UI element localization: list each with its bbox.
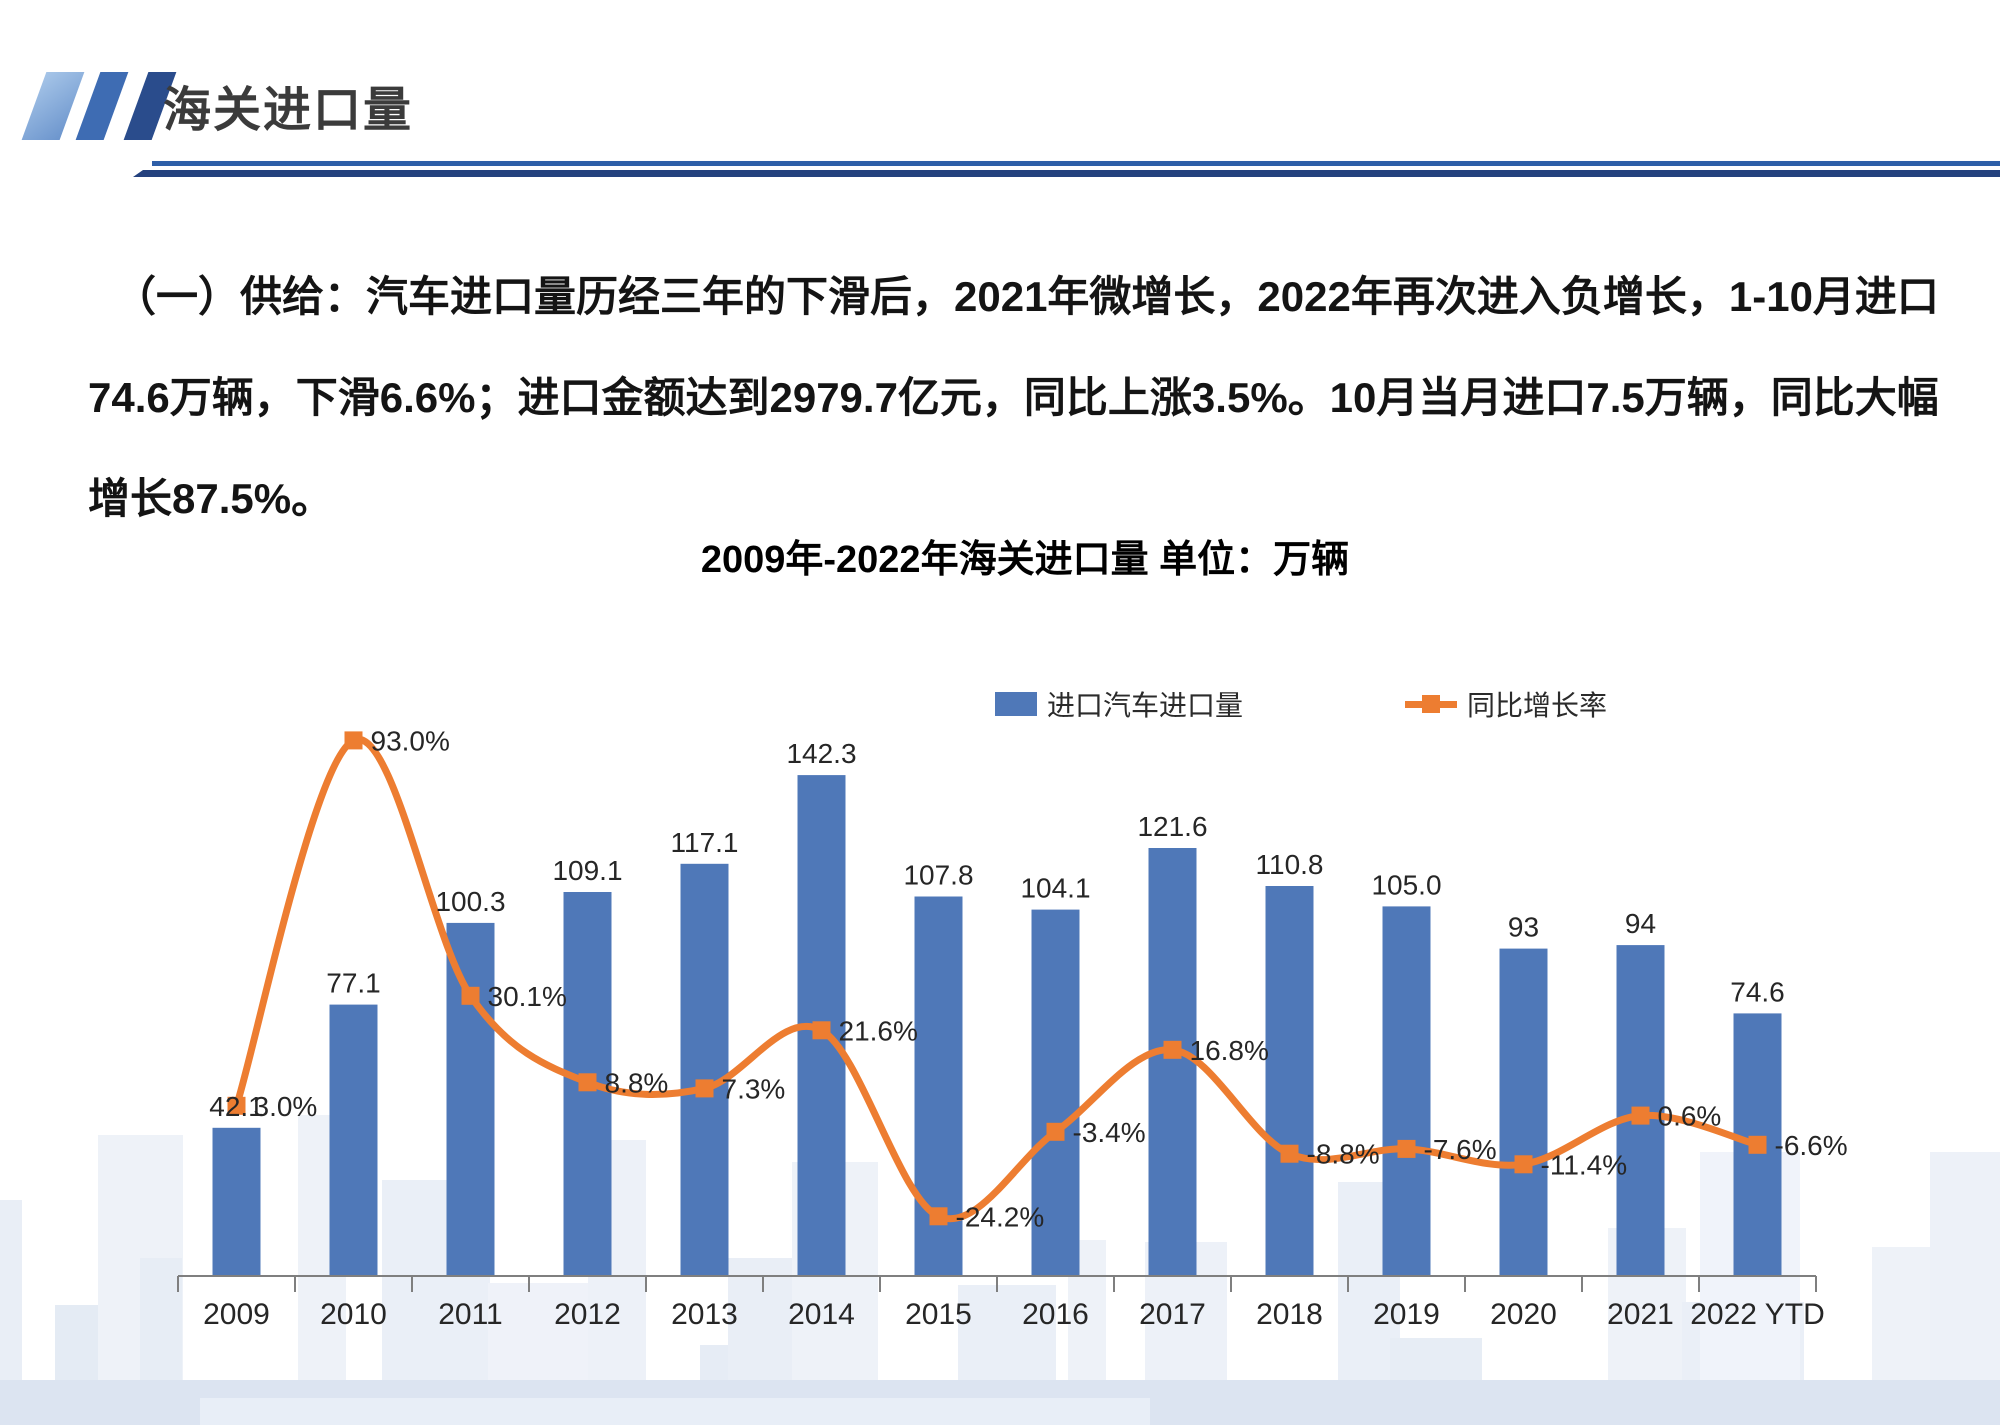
growth-label-2014: 21.6% <box>839 1015 918 1046</box>
skyline-block <box>1930 1152 2000 1425</box>
x-label-2020: 2020 <box>1490 1298 1557 1331</box>
legend-label: 进口汽车进口量 <box>1047 690 1244 721</box>
growth-label-2010: 93.0% <box>371 725 450 756</box>
bar-label-2020: 93 <box>1508 912 1539 943</box>
x-label-2019: 2019 <box>1373 1298 1440 1331</box>
growth-marker-2022 YTD <box>1748 1135 1767 1154</box>
x-label-2015: 2015 <box>905 1298 972 1331</box>
growth-marker-2010 <box>344 731 363 750</box>
bar-label-2014: 142.3 <box>786 738 856 769</box>
x-label-2022 YTD: 2022 YTD <box>1690 1298 1825 1331</box>
x-label-2014: 2014 <box>788 1298 855 1331</box>
bar-label-2019: 105.0 <box>1371 869 1441 900</box>
growth-label-2019: -7.6% <box>1424 1134 1497 1165</box>
growth-label-2015: -24.2% <box>956 1201 1045 1232</box>
growth-marker-2019 <box>1397 1139 1416 1158</box>
bar-2013 <box>680 863 729 1276</box>
growth-label-2020: -11.4% <box>1541 1149 1628 1180</box>
growth-marker-2009 <box>227 1096 246 1115</box>
x-label-2018: 2018 <box>1256 1298 1323 1331</box>
growth-marker-2020 <box>1514 1155 1533 1174</box>
growth-marker-2017 <box>1163 1040 1182 1059</box>
intro-line: 增长87.5%。 <box>88 475 334 522</box>
legend-line-swatch-icon <box>1405 692 1457 716</box>
bar-label-2015: 107.8 <box>903 860 973 891</box>
growth-label-2017: 16.8% <box>1190 1035 1269 1066</box>
legend-item-import-volume: 进口汽车进口量 <box>995 684 1243 724</box>
growth-marker-2018 <box>1280 1144 1299 1163</box>
x-label-2021: 2021 <box>1607 1298 1674 1331</box>
x-label-2010: 2010 <box>320 1298 387 1331</box>
bar-2020 <box>1499 948 1548 1276</box>
x-label-2011: 2011 <box>438 1298 503 1331</box>
growth-label-2013: 7.3% <box>722 1073 786 1104</box>
growth-marker-2015 <box>929 1207 948 1226</box>
bar-2017 <box>1148 848 1197 1276</box>
bar-2011 <box>446 922 495 1276</box>
bar-label-2021: 94 <box>1625 908 1656 939</box>
legend-bar-swatch-icon <box>995 692 1037 716</box>
bar-2009 <box>212 1127 261 1276</box>
growth-label-2021: 0.6% <box>1658 1101 1722 1132</box>
legend-line-marker <box>1422 695 1440 713</box>
bar-label-2018: 110.8 <box>1256 849 1324 880</box>
bar-label-2016: 104.1 <box>1020 873 1090 904</box>
x-label-2012: 2012 <box>554 1298 621 1331</box>
growth-label-2012: 8.8% <box>605 1067 669 1098</box>
bar-2010 <box>329 1004 378 1276</box>
header-underline-primary <box>152 161 2000 166</box>
growth-label-2022 YTD: -6.6% <box>1775 1130 1848 1161</box>
chart-title: 2009年-2022年海关进口量 单位：万辆 <box>700 539 1350 581</box>
x-axis <box>177 1275 1817 1292</box>
intro-line: 74.6万辆，下滑6.6%；进口金额达到2979.7亿元，同比上涨3.5%。10… <box>88 374 1939 421</box>
bar-label-2022 YTD: 74.6 <box>1730 976 1785 1007</box>
growth-label-2018: -8.8% <box>1307 1139 1380 1170</box>
bar-label-2011: 100.3 <box>435 886 505 917</box>
x-label-2016: 2016 <box>1022 1298 1089 1331</box>
bar-label-2012: 109.1 <box>552 855 622 886</box>
growth-marker-2016 <box>1046 1122 1065 1141</box>
growth-label-2009: 3.0% <box>254 1091 318 1122</box>
bar-2016 <box>1031 909 1080 1276</box>
x-label-2017: 2017 <box>1139 1298 1206 1331</box>
page-title: 海关进口量 <box>163 84 414 137</box>
import-volume-chart: 42.1 77.1 100.3 109.1 117.1 142.3 107.8 104.1 12… <box>177 725 1848 1331</box>
x-label-2009: 2009 <box>203 1298 270 1331</box>
intro-paragraph: （一）供给：汽车进口量历经三年的下滑后，2021年微增长，2022年再次进入负增… <box>88 246 1939 549</box>
growth-marker-2013 <box>695 1079 714 1098</box>
bar-label-2017: 121.6 <box>1137 811 1207 842</box>
skyline-block <box>0 1200 22 1425</box>
growth-marker-2021 <box>1631 1106 1650 1125</box>
bottom-band-light <box>200 1398 1150 1425</box>
growth-label-2016: -3.4% <box>1073 1117 1146 1148</box>
header-underline-secondary <box>133 170 2000 177</box>
bar-label-2009: 42.1 <box>209 1091 264 1122</box>
legend-item-growth-rate: 同比增长率 <box>1405 684 1607 724</box>
growth-marker-2014 <box>812 1021 831 1040</box>
growth-marker-2011 <box>461 986 480 1005</box>
bar-label-2013: 117.1 <box>671 827 739 858</box>
growth-label-2011: 30.1% <box>488 981 567 1012</box>
intro-line: （一）供给：汽车进口量历经三年的下滑后，2021年微增长，2022年再次进入负增… <box>114 273 1939 320</box>
legend-label: 同比增长率 <box>1467 690 1608 721</box>
x-label-2013: 2013 <box>671 1298 738 1331</box>
bar-2019 <box>1382 906 1431 1276</box>
bar-2018 <box>1265 886 1314 1276</box>
bar-label-2010: 77.1 <box>326 968 381 999</box>
growth-marker-2012 <box>578 1073 597 1092</box>
